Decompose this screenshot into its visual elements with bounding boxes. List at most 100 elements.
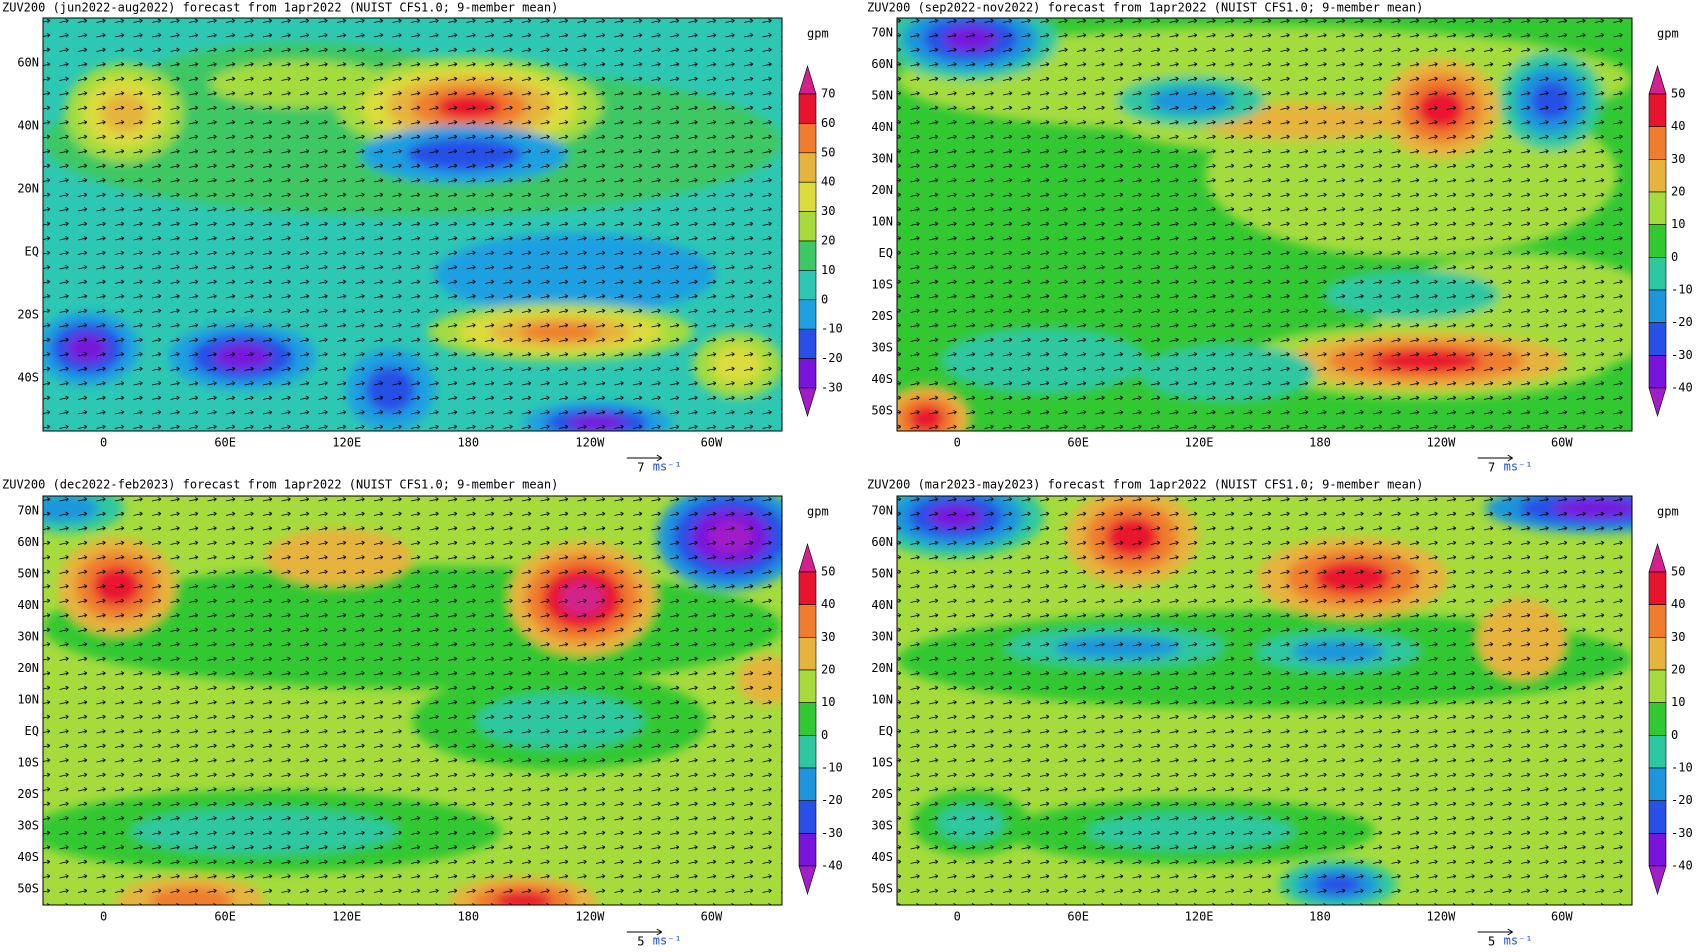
colorbar-segment [798,702,817,736]
map-panel: ZUV200 (mar2023-may2023) forecast from 1… [867,478,1693,949]
colorbar-unit: gpm [807,27,829,41]
colorbar-segment [798,833,817,867]
y-axis-label: 30S [17,819,39,833]
map-frame [896,495,1633,906]
y-axis-label: 20N [871,661,893,675]
colorbar-label: -20 [821,351,843,365]
x-axis-label: 60W [1551,436,1573,450]
colorbar-label: 0 [821,728,828,742]
map-field [43,496,782,905]
x-axis-label: 0 [954,436,961,450]
y-axis-label: EQ [879,724,893,738]
y-axis-label: 70N [871,504,893,518]
colorbar-label: 20 [1671,663,1685,677]
y-axis-label: 60N [17,56,39,70]
colorbar-label: 0 [821,292,828,306]
y-axis-label: 40S [17,850,39,864]
colorbar-label: -20 [821,793,843,807]
colorbar-label: 0 [1671,728,1678,742]
colorbar-segment [798,604,817,638]
colorbar-segment [798,299,817,330]
wind-vectors [43,18,782,431]
map-field [897,496,1632,905]
colorbar-label: -10 [1671,761,1693,775]
panel-title: ZUV200 (jun2022-aug2022) forecast from 1… [2,1,558,15]
x-axis-label: 180 [457,436,479,450]
x-axis-label: 60E [1067,436,1089,450]
colorbar-segment [1648,355,1667,389]
colorbar-segment [798,571,817,605]
map-frame [42,17,783,432]
x-axis-label: 120W [575,910,605,924]
y-axis-label: 50N [17,567,39,581]
x-axis-label: 120W [1426,436,1456,450]
y-axis-label: 40S [17,371,39,385]
panel-title: ZUV200 (dec2022-feb2023) forecast from 1… [2,478,558,492]
y-axis-label: 60N [871,57,893,71]
colorbar-label: -20 [1671,793,1693,807]
y-axis-label: 30S [871,819,893,833]
colorbar-label: -30 [821,826,843,840]
y-axis-label: 50N [871,89,893,103]
reference-arrow [626,454,663,462]
colorbar-segment [798,152,817,183]
colorbar-segment [798,328,817,359]
colorbar-label: -40 [1671,859,1693,873]
colorbar-cap [798,387,817,418]
y-axis-label: 40S [871,372,893,386]
y-axis-label: 10S [871,278,893,292]
colorbar-segment [1648,637,1667,671]
colorbar-segment [1648,322,1667,356]
reference-label: 7 [637,461,644,475]
wind-vectors [43,496,782,905]
x-axis-label: 180 [457,910,479,924]
y-axis-label: 40N [17,598,39,612]
map-frame [896,17,1633,432]
colorbar-label: 30 [821,630,835,644]
x-axis-label: 60W [701,910,723,924]
y-axis-label: EQ [25,724,39,738]
x-axis-label: 60E [214,436,236,450]
colorbar-label: 20 [821,663,835,677]
y-axis-label: 70N [871,26,893,40]
colorbar-segment [1648,604,1667,638]
x-axis-label: 60E [1067,910,1089,924]
y-axis-label: 10N [871,693,893,707]
y-axis-label: 50S [17,882,39,896]
colorbar-segment [1648,289,1667,323]
colorbar-label: 10 [1671,695,1685,709]
colorbar-segment [1648,767,1667,801]
colorbar-label: 10 [821,263,835,277]
y-axis-label: 40S [871,850,893,864]
colorbar-label: 40 [1671,119,1685,133]
colorbar-label: 40 [821,597,835,611]
map-panel: ZUV200 (sep2022-nov2022) forecast from 1… [867,1,1693,475]
colorbar-segment [798,93,817,124]
colorbar-label: -30 [821,381,843,395]
y-axis-label: 30S [871,341,893,355]
x-axis-label: 120E [332,910,361,924]
colorbar-cap [1648,542,1667,573]
reference-arrow [1477,454,1513,462]
x-axis-label: 120W [1426,910,1456,924]
colorbar-segment [798,240,817,271]
y-axis-label: 60N [871,535,893,549]
colorbar-segment [1648,833,1667,867]
x-axis-label: 60E [214,910,236,924]
y-axis-label: 30N [871,630,893,644]
colorbar-label: 50 [821,565,835,579]
reference-label: 7 [1488,461,1495,475]
colorbar-label: -30 [1671,826,1693,840]
colorbar-label: 10 [821,695,835,709]
colorbar-segment [1648,224,1667,258]
colorbar-segment [798,181,817,212]
colorbar-segment [798,800,817,834]
colorbar-label: 30 [821,204,835,218]
wind-vectors [897,496,1632,905]
map-panel: ZUV200 (dec2022-feb2023) forecast from 1… [2,478,843,949]
colorbar-label: -20 [1671,315,1693,329]
colorbar-label: 40 [1671,597,1685,611]
map-field [897,18,1632,431]
y-axis-label: EQ [25,245,39,259]
